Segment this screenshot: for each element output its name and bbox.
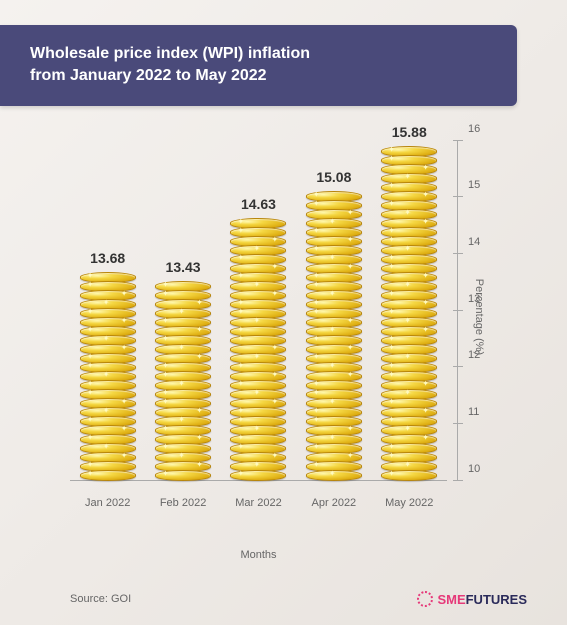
coin-stack xyxy=(230,220,286,481)
coin-stack xyxy=(306,193,362,481)
bar-value-label: 13.43 xyxy=(166,259,201,275)
y-axis-label: Percentage (%) xyxy=(473,279,485,355)
brand-logo: SMEFUTURES xyxy=(417,591,527,607)
brand-icon xyxy=(417,591,433,607)
y-axis: Percentage (%) 10111213141516 xyxy=(457,141,517,481)
coin-stack xyxy=(155,283,211,481)
title-line-1: Wholesale price index (WPI) inflation xyxy=(30,45,310,62)
y-tick-label: 10 xyxy=(468,463,480,475)
coin-stack xyxy=(381,148,437,481)
source-text: Source: GOI xyxy=(70,593,131,605)
x-tick-label: Jan 2022 xyxy=(85,497,130,509)
bar-may-2022: 15.88May 2022 xyxy=(381,124,437,481)
y-tick-label: 11 xyxy=(468,406,479,418)
y-tick-label: 15 xyxy=(468,179,480,191)
chart-title: Wholesale price index (WPI) inflation fr… xyxy=(30,43,487,88)
y-tick xyxy=(453,366,463,367)
y-tick xyxy=(453,196,463,197)
y-tick xyxy=(453,253,463,254)
brand-part-2: FUTURES xyxy=(466,592,527,607)
bar-value-label: 15.08 xyxy=(316,169,351,185)
x-tick-label: Apr 2022 xyxy=(312,497,357,509)
x-axis-label: Months xyxy=(70,549,447,561)
chart-header: Wholesale price index (WPI) inflation fr… xyxy=(0,25,517,106)
title-line-2: from January 2022 to May 2022 xyxy=(30,67,267,84)
x-tick-label: Feb 2022 xyxy=(160,497,206,509)
y-tick-label: 12 xyxy=(468,349,480,361)
y-tick-label: 16 xyxy=(468,123,480,135)
y-tick xyxy=(453,423,463,424)
x-tick-label: May 2022 xyxy=(385,497,433,509)
bar-jan-2022: 13.68Jan 2022 xyxy=(80,250,136,481)
x-tick-label: Mar 2022 xyxy=(235,497,281,509)
bar-mar-2022: 14.63Mar 2022 xyxy=(230,196,286,481)
bar-value-label: 15.88 xyxy=(392,124,427,140)
bar-apr-2022: 15.08Apr 2022 xyxy=(306,169,362,481)
coin-stack xyxy=(80,274,136,481)
y-tick xyxy=(453,310,463,311)
chart-area: 13.68Jan 202213.43Feb 202214.63Mar 20221… xyxy=(70,141,517,511)
brand-part-1: SME xyxy=(437,592,465,607)
bar-value-label: 14.63 xyxy=(241,196,276,212)
y-tick xyxy=(453,140,463,141)
y-tick-label: 14 xyxy=(468,236,480,248)
bar-value-label: 13.68 xyxy=(90,250,125,266)
chart-footer: Source: GOI SMEFUTURES xyxy=(70,591,527,607)
y-tick xyxy=(453,480,463,481)
bar-feb-2022: 13.43Feb 2022 xyxy=(155,259,211,481)
y-tick-label: 13 xyxy=(468,293,480,305)
bars-container: 13.68Jan 202213.43Feb 202214.63Mar 20221… xyxy=(70,141,447,481)
